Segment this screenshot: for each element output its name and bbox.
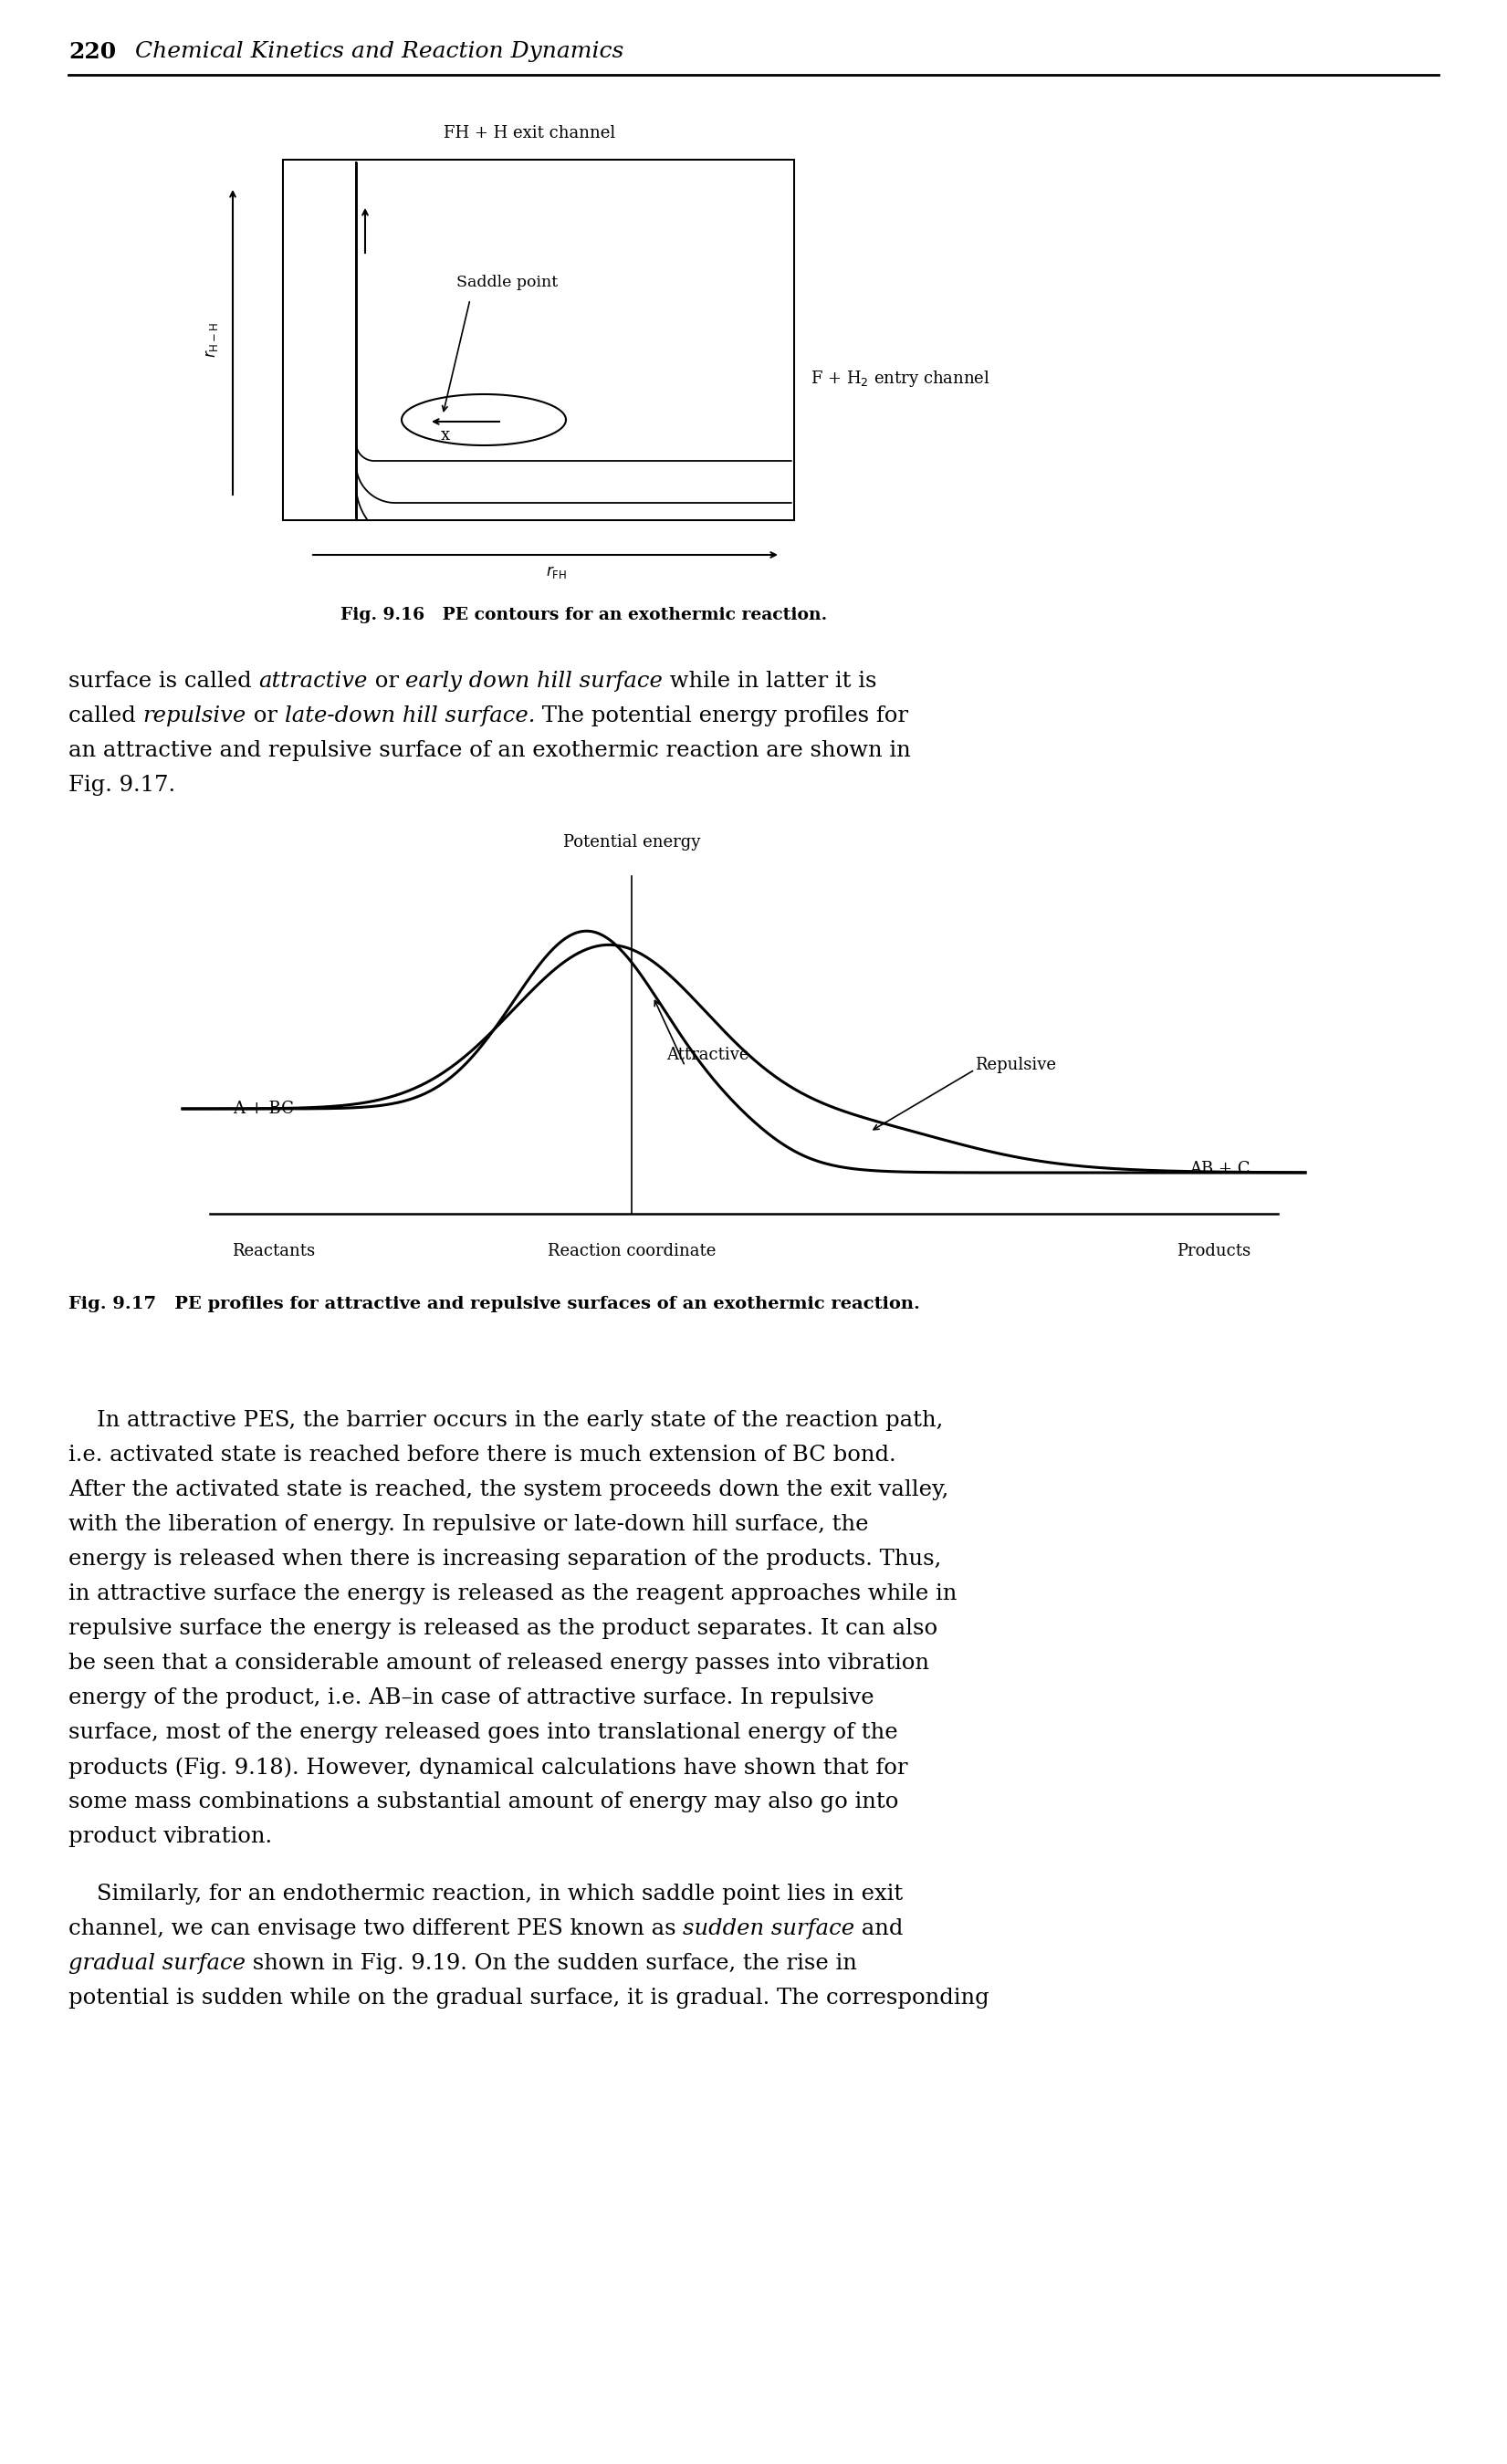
Text: some mass combinations a substantial amount of energy may also go into: some mass combinations a substantial amo… bbox=[68, 1791, 898, 1814]
Text: Potential energy: Potential energy bbox=[564, 835, 701, 850]
Bar bbox=[283, 160, 794, 520]
Text: surface, most of the energy released goes into translational energy of the: surface, most of the energy released goe… bbox=[68, 1722, 898, 1742]
Text: channel, we can envisage two different PES known as: channel, we can envisage two different P… bbox=[68, 1919, 683, 1939]
Text: 220: 220 bbox=[68, 42, 116, 64]
Text: After the activated state is reached, the system proceeds down the exit valley,: After the activated state is reached, th… bbox=[68, 1478, 948, 1501]
Text: energy is released when there is increasing separation of the products. Thus,: energy is released when there is increas… bbox=[68, 1550, 942, 1570]
Text: early down hill surface: early down hill surface bbox=[405, 670, 663, 692]
Text: Similarly, for an endothermic reaction, in which saddle point lies in exit: Similarly, for an endothermic reaction, … bbox=[68, 1882, 903, 1905]
Text: $r_{\rm FH}$: $r_{\rm FH}$ bbox=[546, 564, 567, 582]
Text: Reaction coordinate: Reaction coordinate bbox=[547, 1242, 716, 1259]
Text: shown in Fig. 9.19. On the sudden surface, the rise in: shown in Fig. 9.19. On the sudden surfac… bbox=[246, 1954, 857, 1974]
Text: and: and bbox=[854, 1919, 904, 1939]
Text: sudden surface: sudden surface bbox=[683, 1919, 854, 1939]
Text: Fig. 9.16   PE contours for an exothermic reaction.: Fig. 9.16 PE contours for an exothermic … bbox=[341, 606, 827, 623]
Bar bbox=[283, 160, 793, 520]
Text: A + BC: A + BC bbox=[232, 1101, 294, 1116]
Text: an attractive and repulsive surface of an exothermic reaction are shown in: an attractive and repulsive surface of a… bbox=[68, 739, 910, 761]
Text: called: called bbox=[68, 705, 143, 727]
Text: Attractive: Attractive bbox=[666, 1047, 749, 1064]
Text: gradual surface: gradual surface bbox=[68, 1954, 246, 1974]
Text: repulsive surface the energy is released as the product separates. It can also: repulsive surface the energy is released… bbox=[68, 1619, 937, 1639]
Text: The potential energy profiles for: The potential energy profiles for bbox=[535, 705, 909, 727]
Text: while in latter it is: while in latter it is bbox=[663, 670, 877, 692]
Text: or: or bbox=[368, 670, 405, 692]
Text: FH + H exit channel: FH + H exit channel bbox=[443, 126, 615, 140]
Text: repulsive: repulsive bbox=[143, 705, 246, 727]
Text: Fig. 9.17   PE profiles for attractive and repulsive surfaces of an exothermic r: Fig. 9.17 PE profiles for attractive and… bbox=[68, 1296, 919, 1313]
Text: x: x bbox=[442, 426, 451, 444]
Text: or: or bbox=[246, 705, 285, 727]
Text: product vibration.: product vibration. bbox=[68, 1826, 273, 1848]
Text: AB + C: AB + C bbox=[1191, 1161, 1251, 1178]
Text: Reactants: Reactants bbox=[232, 1242, 315, 1259]
Text: late-down hill surface.: late-down hill surface. bbox=[285, 705, 535, 727]
Text: energy of the product, i.e. AB–in case of attractive surface. In repulsive: energy of the product, i.e. AB–in case o… bbox=[68, 1688, 874, 1708]
Text: Repulsive: Repulsive bbox=[975, 1057, 1056, 1074]
Text: Chemical Kinetics and Reaction Dynamics: Chemical Kinetics and Reaction Dynamics bbox=[136, 42, 624, 62]
Text: surface is called: surface is called bbox=[68, 670, 259, 692]
Text: in attractive surface the energy is released as the reagent approaches while in: in attractive surface the energy is rele… bbox=[68, 1584, 957, 1604]
Text: Saddle point: Saddle point bbox=[457, 276, 558, 291]
Text: Products: Products bbox=[1177, 1242, 1251, 1259]
Text: products (Fig. 9.18). However, dynamical calculations have shown that for: products (Fig. 9.18). However, dynamical… bbox=[68, 1757, 907, 1779]
Text: attractive: attractive bbox=[259, 670, 368, 692]
Text: be seen that a considerable amount of released energy passes into vibration: be seen that a considerable amount of re… bbox=[68, 1653, 930, 1673]
Text: with the liberation of energy. In repulsive or late-down hill surface, the: with the liberation of energy. In repuls… bbox=[68, 1513, 868, 1535]
Text: F + H$_2$ entry channel: F + H$_2$ entry channel bbox=[811, 370, 990, 389]
Text: $r_{\rm H-H}$: $r_{\rm H-H}$ bbox=[203, 323, 220, 357]
Text: potential is sudden while on the gradual surface, it is gradual. The correspondi: potential is sudden while on the gradual… bbox=[68, 1988, 989, 2008]
Text: Fig. 9.17.: Fig. 9.17. bbox=[68, 774, 175, 796]
Text: In attractive PES, the barrier occurs in the early state of the reaction path,: In attractive PES, the barrier occurs in… bbox=[68, 1409, 943, 1432]
Text: i.e. activated state is reached before there is much extension of BC bond.: i.e. activated state is reached before t… bbox=[68, 1444, 897, 1466]
